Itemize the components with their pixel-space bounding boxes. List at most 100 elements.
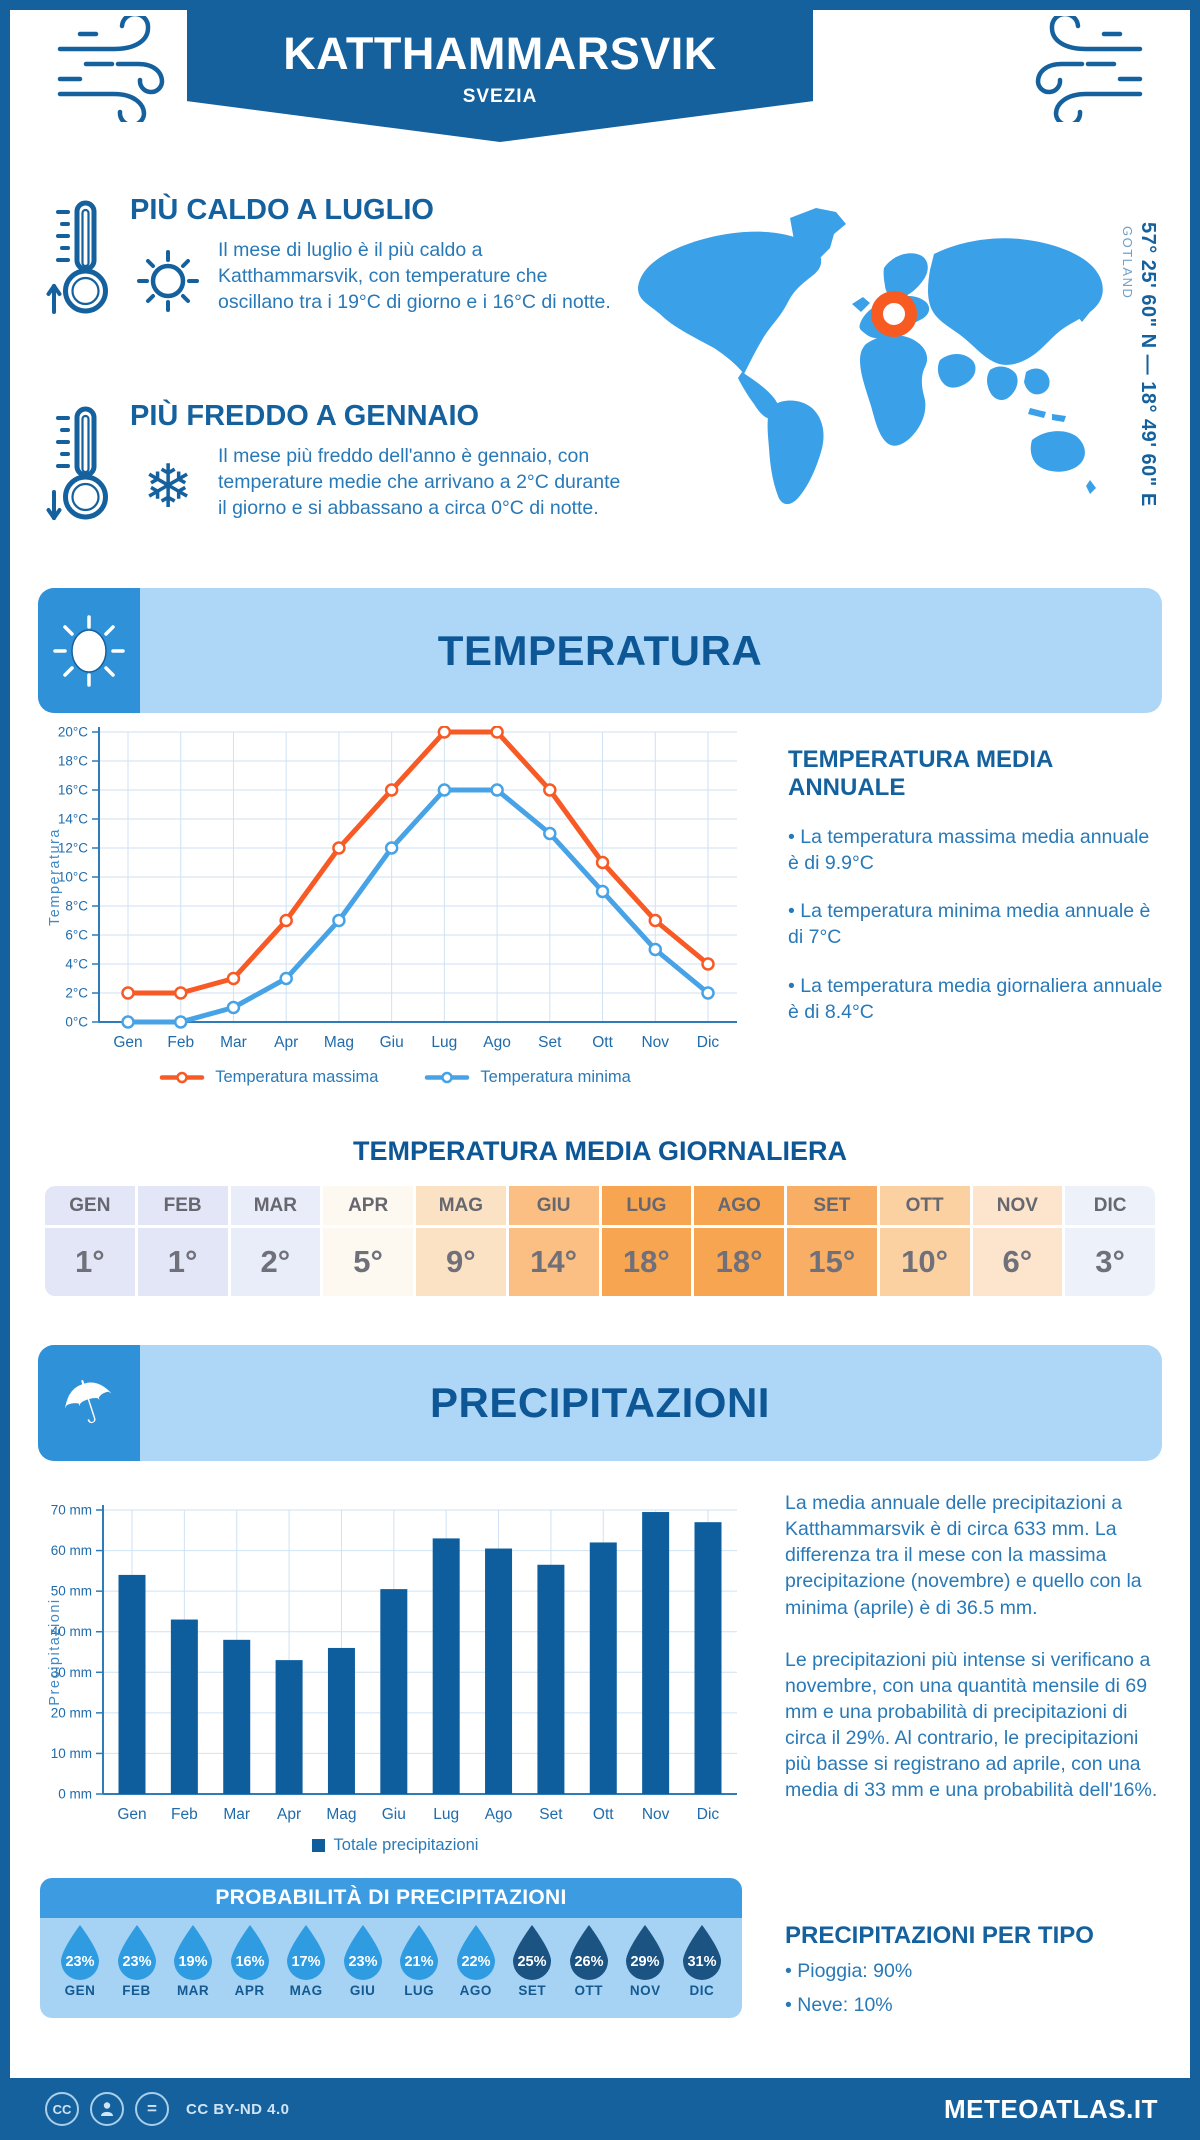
svg-text:Nov: Nov	[641, 1034, 669, 1051]
svg-text:16%: 16%	[235, 1954, 264, 1970]
svg-text:29%: 29%	[631, 1954, 660, 1970]
precipitation-paragraph-1: La media annuale delle precipitazioni a …	[785, 1492, 1142, 1619]
svg-text:16°C: 16°C	[58, 783, 88, 798]
drop-month-label: OTT	[574, 1983, 604, 1998]
precipitation-probability-title: PROBABILITÀ DI PRECIPITAZIONI	[40, 1878, 742, 1918]
droplet-icon: 26%	[569, 1925, 608, 1980]
droplet-icon: 22%	[456, 1925, 495, 1980]
svg-text:6°C: 6°C	[65, 928, 88, 943]
daily-temperature-table: GEN FEB MAR APR MAG GIU LUG AGO SET OTT NOV DIC 1° 1°…	[45, 1186, 1155, 1296]
svg-text:17%: 17%	[292, 1954, 321, 1970]
svg-text:70 mm: 70 mm	[51, 1503, 92, 1518]
svg-text:12°C: 12°C	[58, 841, 88, 856]
page-border-top	[0, 0, 1200, 10]
annual-temperature-title: TEMPERATURA MEDIA ANNUALE	[788, 746, 1053, 801]
svg-text:Lug: Lug	[433, 1806, 459, 1823]
svg-text:20°C: 20°C	[58, 726, 88, 740]
droplet-icon: 23%	[117, 1925, 156, 1980]
droplet-icon: 23%	[61, 1925, 99, 1980]
svg-text:Mag: Mag	[324, 1034, 354, 1051]
svg-text:18°C: 18°C	[58, 754, 88, 769]
droplet-icon: 17%	[287, 1925, 326, 1980]
legend-label: Totale precipitazioni	[333, 1836, 479, 1854]
svg-text:Mar: Mar	[223, 1806, 250, 1823]
table-month-header: LUG	[601, 1186, 692, 1225]
svg-text:21%: 21%	[405, 1954, 434, 1970]
svg-text:Feb: Feb	[167, 1034, 194, 1051]
svg-text:0 mm: 0 mm	[58, 1787, 92, 1802]
table-temperature-value: 1°	[45, 1228, 135, 1296]
svg-text:10 mm: 10 mm	[51, 1746, 92, 1761]
droplet-icon: 21%	[400, 1925, 439, 1980]
droplet-icon: 29%	[626, 1925, 665, 1980]
svg-text:Gen: Gen	[113, 1034, 142, 1051]
svg-text:Precipitazioni: Precipitazioni	[47, 1598, 63, 1705]
precipitation-probability-drops: 23% GEN 23% FEB 19% MAR 16% APR 17% MAG 23% GIU 21% L…	[40, 1918, 742, 2018]
probability-drop: 17% MAG	[280, 1924, 332, 2018]
droplet-icon: 31%	[682, 1925, 721, 1980]
legend-item: Temperatura minima	[424, 1068, 631, 1087]
site-name: METEOATLAS.IT	[943, 2093, 1158, 2124]
drop-month-label: GIU	[349, 1983, 376, 1998]
daily-temperature-title: TEMPERATURA MEDIA GIORNALIERA	[353, 1136, 847, 1166]
page-subtitle: SVEZIA	[462, 86, 538, 107]
table-month-header: OTT	[879, 1186, 970, 1225]
svg-text:31%: 31%	[687, 1954, 716, 1970]
svg-text:60 mm: 60 mm	[51, 1543, 92, 1558]
probability-drop: 22% AGO	[450, 1924, 502, 2018]
svg-text:Feb: Feb	[171, 1806, 198, 1823]
precipitation-section-title: PRECIPITAZIONI	[430, 1379, 770, 1426]
annual-temperature-block: TEMPERATURA MEDIA ANNUALE • La temperatu…	[788, 746, 1163, 1025]
probability-drop: 31% DIC	[676, 1924, 728, 2018]
precipitation-probability-panel: PROBABILITÀ DI PRECIPITAZIONI 23% GEN 23% F…	[40, 1878, 742, 2018]
table-month-header: GIU	[508, 1186, 599, 1225]
svg-text:10°C: 10°C	[58, 870, 88, 885]
table-temperature-value: 1°	[137, 1228, 228, 1296]
table-month-header: NOV	[972, 1186, 1063, 1225]
droplet-icon: 23%	[343, 1925, 382, 1980]
table-temperature-value: 5°	[323, 1228, 413, 1296]
drop-month-label: FEB	[122, 1983, 151, 1998]
drop-month-label: APR	[234, 1983, 265, 1998]
svg-text:30 mm: 30 mm	[51, 1665, 92, 1680]
svg-text:8°C: 8°C	[65, 899, 88, 914]
drop-month-label: MAG	[289, 1983, 323, 1998]
table-temperature-value: 2°	[230, 1228, 321, 1296]
temperature-chart-legend: Temperatura massima Temperatura minima	[45, 1068, 745, 1087]
cc-icon: CC	[45, 2092, 79, 2126]
temperature-section-title: TEMPERATURA	[437, 626, 763, 674]
drop-month-label: GEN	[64, 1983, 96, 1998]
table-month-header: GEN	[45, 1186, 135, 1225]
thermometer-down-icon	[46, 404, 124, 529]
drop-month-label: DIC	[689, 1983, 715, 1998]
license-label: CC BY-ND 4.0	[186, 2100, 290, 2118]
temperature-chart: 0°C 2°C 4°C 6°C 8°C 10°C 12°C 14°C 16°C 18°C 20°C G…	[45, 725, 745, 1081]
temperature-section-banner: TEMPERATURA	[38, 588, 1162, 713]
table-temperature-value: 14°	[508, 1228, 599, 1296]
legend-swatch	[311, 1839, 325, 1852]
wind-icon	[52, 11, 172, 128]
location-marker	[871, 291, 917, 337]
droplet-icon: 25%	[513, 1925, 552, 1980]
coordinates-block: 57° 25' 60" N — 18° 49' 60" E GOTLAND	[1118, 222, 1159, 542]
svg-text:Temperatura: Temperatura	[47, 828, 63, 926]
svg-text:Mar: Mar	[220, 1034, 247, 1051]
svg-text:Nov: Nov	[642, 1806, 670, 1823]
svg-text:26%: 26%	[574, 1954, 603, 1970]
umbrella-banner-icon: ☂	[38, 1345, 140, 1461]
precipitation-chart: 0 mm 10 mm 20 mm 30 mm 40 mm 50 mm 60 mm 70 mm G…	[45, 1484, 745, 1839]
svg-text:14°C: 14°C	[58, 812, 88, 827]
probability-drop: 26% OTT	[563, 1924, 615, 2018]
drop-month-label: MAR	[176, 1983, 210, 1998]
probability-drop: 25% SET	[506, 1924, 558, 2018]
svg-text:50 mm: 50 mm	[51, 1584, 92, 1599]
page-border-right	[1190, 0, 1200, 2140]
svg-text:Dic: Dic	[697, 1806, 720, 1823]
probability-drop: 21% LUG	[393, 1924, 445, 2018]
svg-text:23%: 23%	[348, 1954, 377, 1970]
svg-text:22%: 22%	[461, 1954, 490, 1970]
table-temperature-value: 15°	[787, 1228, 877, 1296]
droplet-icon: 19%	[174, 1925, 213, 1980]
table-temperature-value: 10°	[879, 1228, 970, 1296]
